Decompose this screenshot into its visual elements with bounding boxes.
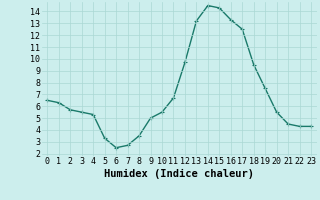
X-axis label: Humidex (Indice chaleur): Humidex (Indice chaleur) [104, 169, 254, 179]
